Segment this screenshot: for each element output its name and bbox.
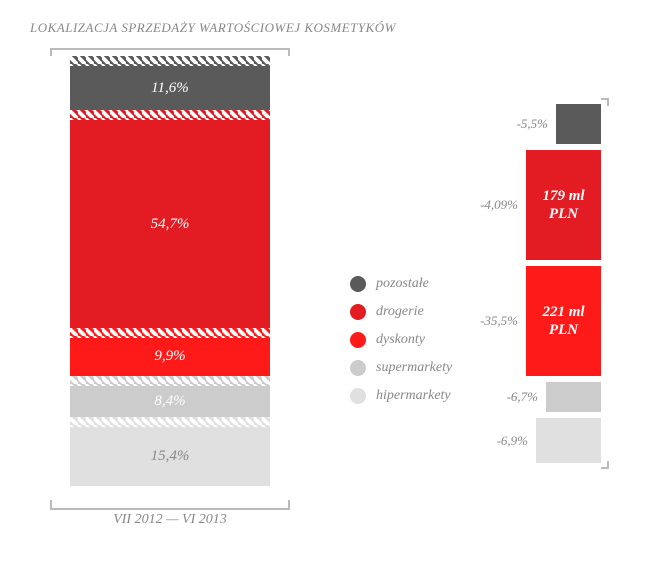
legend-swatch [350,332,366,348]
right-bracket-bottom [601,461,609,469]
legend-swatch [350,304,366,320]
segment-label: 15,4% [151,448,190,465]
x-axis-label: VII 2012 — VI 2013 [30,512,310,528]
segment-label: 9,9% [154,348,185,365]
segment-label: 8,4% [154,393,185,410]
hatch-divider [70,376,270,386]
hatch-divider [70,110,270,120]
right-value-box: 179 mlPLN [526,150,601,260]
segment-dyskonty: 9,9% [70,338,270,376]
right-row-supermarkety: -6,7% [431,382,601,412]
bracket-bottom [50,500,290,510]
right-row-pozostale: -5,5% [431,104,601,144]
right-pct-label: -6,7% [507,389,538,405]
legend-label: drogerie [376,304,424,320]
hatch-divider [70,56,270,66]
legend-swatch [350,360,366,376]
segment-supermarkety: 8,4% [70,386,270,418]
segment-label: 54,7% [151,216,190,233]
right-value-box [546,382,601,412]
right-value-bottom: PLN [549,205,578,223]
chart-title: LOKALIZACJA SPRZEDAŻY WARTOŚCIOWEJ KOSME… [30,20,631,36]
stacked-bar-column: 11,6% 54,7% 9,9% 8,4% 15,4% VII 2012 — VI 20… [30,56,310,528]
legend-swatch [350,388,366,404]
segment-hipermarkety: 15,4% [70,427,270,486]
stacked-bar: 11,6% 54,7% 9,9% 8,4% 15,4% [70,56,270,486]
chart-content: 11,6% 54,7% 9,9% 8,4% 15,4% VII 2012 — VI 20… [30,56,631,528]
right-pct-label: -4,09% [480,197,518,213]
right-row-drogerie: -4,09% 179 mlPLN [431,150,601,260]
segment-drogerie: 54,7% [70,120,270,328]
legend-swatch [350,276,366,292]
right-pct-label: -35,5% [480,313,518,329]
right-row-hipermarkety: -6,9% [431,418,601,463]
bracket-top [50,48,290,56]
right-row-dyskonty: -35,5% 221 mlPLN [431,266,601,376]
right-value-top: 179 ml [542,187,584,205]
right-value-top: 221 ml [542,303,584,321]
legend-label: pozostałe [376,276,429,292]
legend-label: dyskonty [376,332,425,348]
right-pct-label: -5,5% [517,116,548,132]
right-value-box [536,418,601,463]
segment-label: 11,6% [151,80,189,97]
right-value-box [556,104,601,144]
right-pct-label: -6,9% [497,433,528,449]
hatch-divider [70,328,270,338]
right-bracket-top [601,98,609,106]
right-value-bottom: PLN [549,321,578,339]
right-value-box: 221 mlPLN [526,266,601,376]
right-value-column: -5,5%-4,09%179 mlPLN-35,5%221 mlPLN-6,7%… [431,104,601,463]
segment-pozostale: 11,6% [70,66,270,110]
hatch-divider [70,417,270,427]
